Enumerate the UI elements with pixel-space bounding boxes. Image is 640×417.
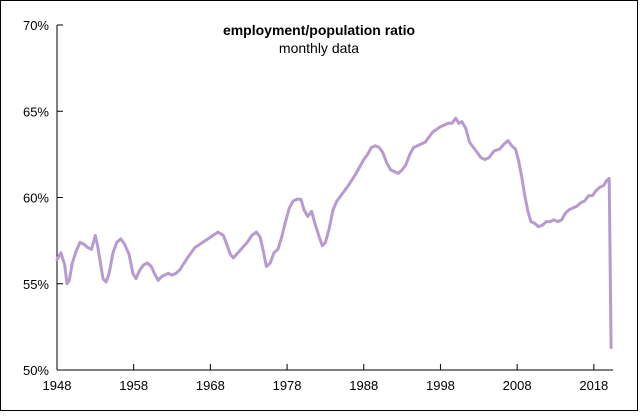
y-tick-label-60: 60%	[23, 191, 49, 206]
y-tick-label-50: 50%	[23, 363, 49, 378]
y-axis-ticks: 50% 55% 60% 65% 70%	[23, 18, 63, 378]
y-tick-label-65: 65%	[23, 104, 49, 119]
x-tick-label-2008: 2008	[503, 378, 532, 393]
x-axis-ticks: 1948 1958 1968 1978 1988 1998 2008 2018	[43, 364, 608, 393]
x-tick-label-1958: 1958	[119, 378, 148, 393]
x-tick-label-1948: 1948	[43, 378, 72, 393]
chart-title: employment/population ratio	[223, 22, 415, 38]
x-tick-label-2018: 2018	[579, 378, 608, 393]
y-tick-label-70: 70%	[23, 18, 49, 33]
x-tick-label-1978: 1978	[273, 378, 302, 393]
x-tick-label-1998: 1998	[426, 378, 455, 393]
y-tick-label-55: 55%	[23, 277, 49, 292]
x-tick-label-1968: 1968	[196, 378, 225, 393]
series-line-employment-population-ratio	[55, 116, 613, 350]
x-tick-label-1988: 1988	[349, 378, 378, 393]
chart-subtitle: monthly data	[279, 40, 359, 56]
